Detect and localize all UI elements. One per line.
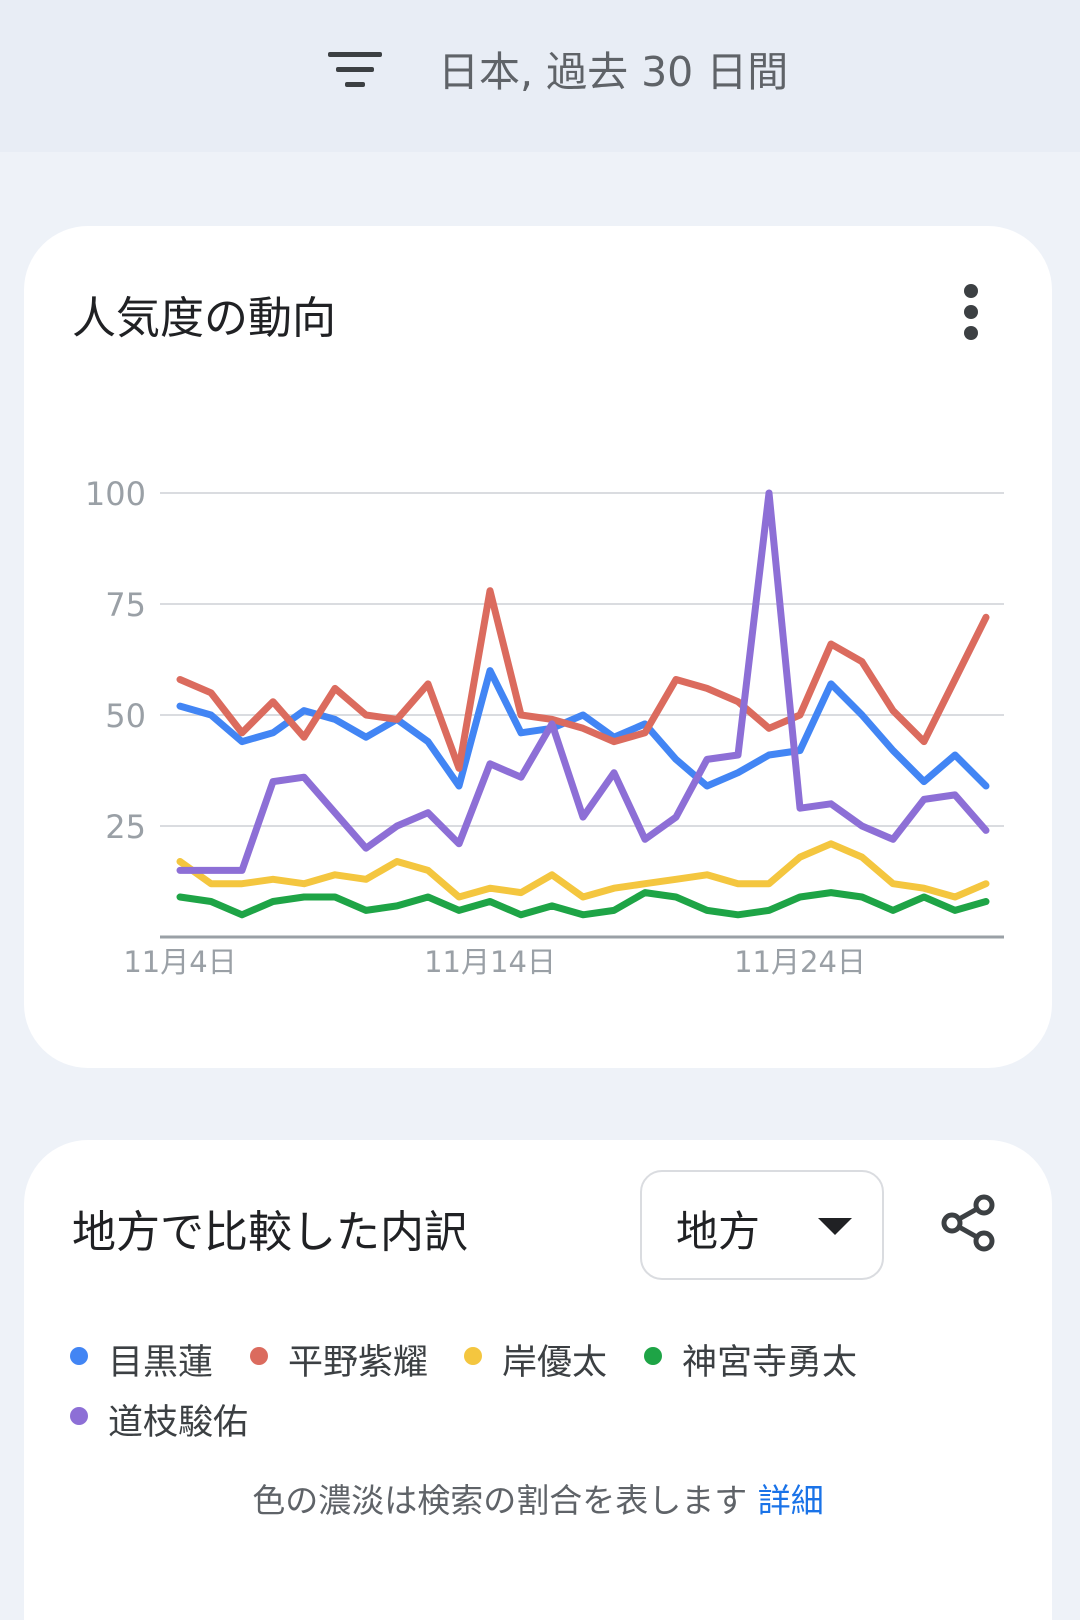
- shading-note: 色の濃淡は検索の割合を表します 詳細: [24, 1474, 1052, 1522]
- filter-summary[interactable]: 日本, 過去 30 日間: [438, 48, 789, 96]
- region-card: 地方で比較した内訳 地方 目黒蓮 平野紫耀 岸優太 神宮寺勇太 道枝駿佑: [24, 1140, 1052, 1620]
- y-tick-label: 25: [105, 808, 146, 846]
- region-type-dropdown[interactable]: 地方: [640, 1170, 884, 1280]
- legend-dot: [70, 1347, 88, 1365]
- series-line-0[interactable]: [176, 667, 990, 790]
- y-tick-label: 75: [105, 586, 146, 624]
- chevron-down-icon: [818, 1218, 852, 1235]
- x-tick-label: 11月24日: [734, 945, 866, 979]
- share-icon[interactable]: [938, 1192, 1000, 1254]
- legend-label: 平野紫耀: [288, 1343, 429, 1383]
- legend-label: 道枝駿佑: [108, 1403, 249, 1443]
- details-link[interactable]: 詳細: [757, 1481, 824, 1520]
- series-line-1[interactable]: [176, 587, 990, 772]
- trend-line-chart[interactable]: 100 75 50 25 11月4日 11月14日 11月24日: [24, 226, 1052, 1068]
- series-line-4[interactable]: [176, 489, 990, 874]
- trend-card-title: 人気度の動向: [72, 293, 336, 344]
- region-card-title: 地方で比較した内訳: [72, 1207, 468, 1258]
- shading-note-text: 色の濃淡は検索の割合を表します: [252, 1481, 748, 1520]
- legend-dot: [464, 1347, 482, 1365]
- y-tick-label: 50: [105, 697, 146, 735]
- legend-label: 岸優太: [502, 1343, 608, 1383]
- series-line-2[interactable]: [176, 840, 990, 901]
- legend-dot: [644, 1347, 662, 1365]
- x-tick-label: 11月14日: [424, 945, 556, 979]
- legend-dot: [250, 1347, 268, 1365]
- y-tick-label: 100: [85, 475, 146, 513]
- trend-card: 人気度の動向 100 75 50 25 11月4日 11月14日 11月24日: [24, 226, 1052, 1068]
- more-vert-icon[interactable]: [956, 280, 986, 344]
- x-tick-label: 11月4日: [123, 945, 236, 979]
- series-line-3[interactable]: [176, 889, 990, 919]
- dropdown-selected-value: 地方: [676, 1207, 761, 1256]
- top-filter-bar: 日本, 過去 30 日間: [0, 0, 1080, 152]
- filter-list-icon[interactable]: [328, 50, 382, 90]
- legend-label: 目黒蓮: [108, 1343, 214, 1383]
- legend-dot: [70, 1407, 88, 1425]
- legend-label: 神宮寺勇太: [682, 1343, 858, 1383]
